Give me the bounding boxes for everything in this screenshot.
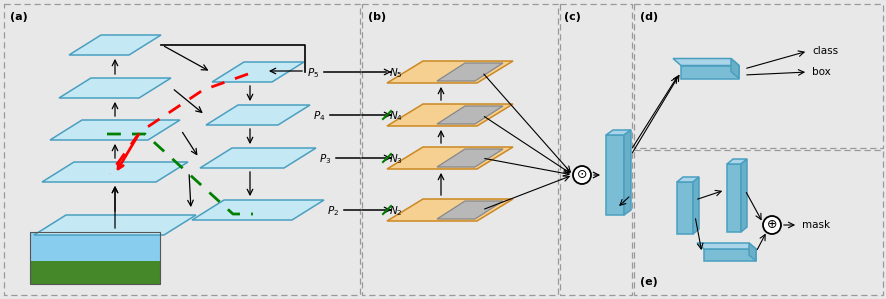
Text: (b): (b): [368, 12, 385, 22]
Polygon shape: [740, 159, 746, 232]
Text: $P_2$: $P_2$: [327, 204, 338, 218]
Circle shape: [572, 166, 590, 184]
Text: $N_5$: $N_5$: [389, 66, 402, 80]
Polygon shape: [386, 199, 512, 221]
Polygon shape: [69, 35, 161, 55]
Polygon shape: [386, 104, 512, 126]
Text: $N_3$: $N_3$: [389, 152, 402, 166]
Polygon shape: [50, 120, 180, 140]
Text: $\oplus$: $\oplus$: [766, 219, 777, 231]
Text: $P_5$: $P_5$: [307, 66, 319, 80]
Polygon shape: [623, 130, 630, 215]
Polygon shape: [676, 182, 692, 234]
Polygon shape: [680, 65, 738, 79]
Text: (a): (a): [10, 12, 27, 22]
Polygon shape: [730, 59, 738, 79]
Polygon shape: [696, 243, 755, 249]
Polygon shape: [437, 63, 502, 81]
Bar: [633, 4, 882, 148]
Polygon shape: [437, 201, 502, 219]
Polygon shape: [437, 106, 502, 124]
Text: class: class: [811, 46, 837, 56]
Polygon shape: [386, 147, 512, 169]
Polygon shape: [605, 130, 630, 135]
Polygon shape: [727, 164, 740, 232]
Text: (d): (d): [640, 12, 657, 22]
Polygon shape: [42, 162, 188, 182]
Text: box: box: [811, 67, 830, 77]
Text: (e): (e): [640, 277, 657, 287]
Text: $N_2$: $N_2$: [389, 204, 402, 218]
Bar: [30, 232, 159, 284]
Polygon shape: [727, 159, 746, 164]
Polygon shape: [676, 177, 698, 182]
Polygon shape: [692, 177, 698, 234]
Bar: [633, 150, 882, 295]
Polygon shape: [191, 200, 323, 220]
Polygon shape: [34, 215, 196, 235]
Polygon shape: [605, 135, 623, 215]
Text: $P_3$: $P_3$: [319, 152, 331, 166]
Text: $P_4$: $P_4$: [313, 109, 325, 123]
Bar: [4, 4, 360, 295]
Bar: [30, 232, 159, 261]
Polygon shape: [437, 149, 502, 167]
Polygon shape: [206, 105, 309, 125]
Text: $N_4$: $N_4$: [389, 109, 402, 123]
Polygon shape: [703, 249, 755, 261]
Polygon shape: [212, 62, 304, 82]
Bar: [361, 4, 557, 295]
Polygon shape: [672, 59, 738, 65]
Polygon shape: [59, 78, 171, 98]
Polygon shape: [748, 243, 755, 261]
Circle shape: [762, 216, 780, 234]
Bar: [559, 4, 632, 295]
Text: ⊙: ⊙: [576, 169, 587, 181]
Polygon shape: [386, 61, 512, 83]
Text: (c): (c): [563, 12, 580, 22]
Polygon shape: [199, 148, 315, 168]
Bar: [30, 261, 159, 284]
Text: mask: mask: [801, 220, 829, 230]
